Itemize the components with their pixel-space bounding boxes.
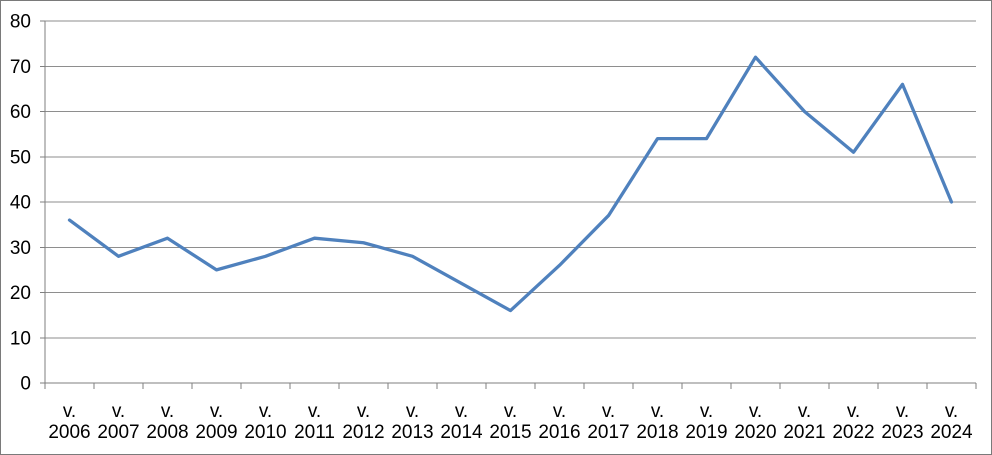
x-tick-label-prefix: v. <box>161 401 174 422</box>
y-tick-label: 60 <box>10 102 31 123</box>
x-tick-label-prefix: v. <box>455 401 468 422</box>
x-tick-label-year: 2011 <box>294 422 335 443</box>
x-tick-label-prefix: v. <box>945 401 958 422</box>
y-tick-label: 30 <box>10 238 31 259</box>
x-tick-label-prefix: v. <box>308 401 321 422</box>
x-tick-label-year: 2013 <box>391 422 433 443</box>
x-tick-label-prefix: v. <box>749 401 762 422</box>
x-tick-label-year: 2015 <box>489 422 531 443</box>
x-tick-label-prefix: v. <box>357 401 370 422</box>
x-tick-label-prefix: v. <box>847 401 860 422</box>
y-tick-label: 0 <box>20 374 31 395</box>
x-tick-label-year: 2017 <box>587 422 629 443</box>
x-tick-label-year: 2019 <box>685 422 727 443</box>
y-tick-label: 50 <box>10 147 31 168</box>
x-tick-label-year: 2024 <box>930 422 973 443</box>
x-tick-label-prefix: v. <box>798 401 811 422</box>
x-tick-label-prefix: v. <box>504 401 517 422</box>
x-tick-label-year: 2006 <box>48 422 90 443</box>
y-tick-label: 70 <box>10 57 31 78</box>
x-tick-label-prefix: v. <box>63 401 76 422</box>
x-tick-label-year: 2021 <box>783 422 825 443</box>
x-tick-label-prefix: v. <box>700 401 713 422</box>
x-tick-label-prefix: v. <box>553 401 566 422</box>
y-tick-label: 20 <box>10 283 31 304</box>
y-tick-label: 10 <box>10 328 31 349</box>
x-tick-label-year: 2012 <box>342 422 384 443</box>
x-tick-label-year: 2022 <box>832 422 874 443</box>
y-tick-label: 40 <box>10 193 31 214</box>
x-tick-label-prefix: v. <box>896 401 909 422</box>
x-tick-label-year: 2008 <box>146 422 188 443</box>
x-tick-label-year: 2010 <box>244 422 286 443</box>
x-tick-label-year: 2007 <box>97 422 139 443</box>
x-tick-label-prefix: v. <box>602 401 615 422</box>
x-tick-label-year: 2016 <box>538 422 580 443</box>
x-tick-label-prefix: v. <box>651 401 664 422</box>
data-line <box>67 55 954 313</box>
x-tick-label-prefix: v. <box>112 401 125 422</box>
y-tick-label: 80 <box>10 12 31 33</box>
x-tick-label-prefix: v. <box>406 401 419 422</box>
x-tick-label-prefix: v. <box>210 401 223 422</box>
x-tick-label-year: 2023 <box>881 422 923 443</box>
x-tick-label-year: 2014 <box>440 422 483 443</box>
x-tick-label-prefix: v. <box>259 401 272 422</box>
x-tick-label-year: 2009 <box>195 422 237 443</box>
x-tick-label-year: 2020 <box>734 422 776 443</box>
x-tick-label-year: 2018 <box>636 422 678 443</box>
